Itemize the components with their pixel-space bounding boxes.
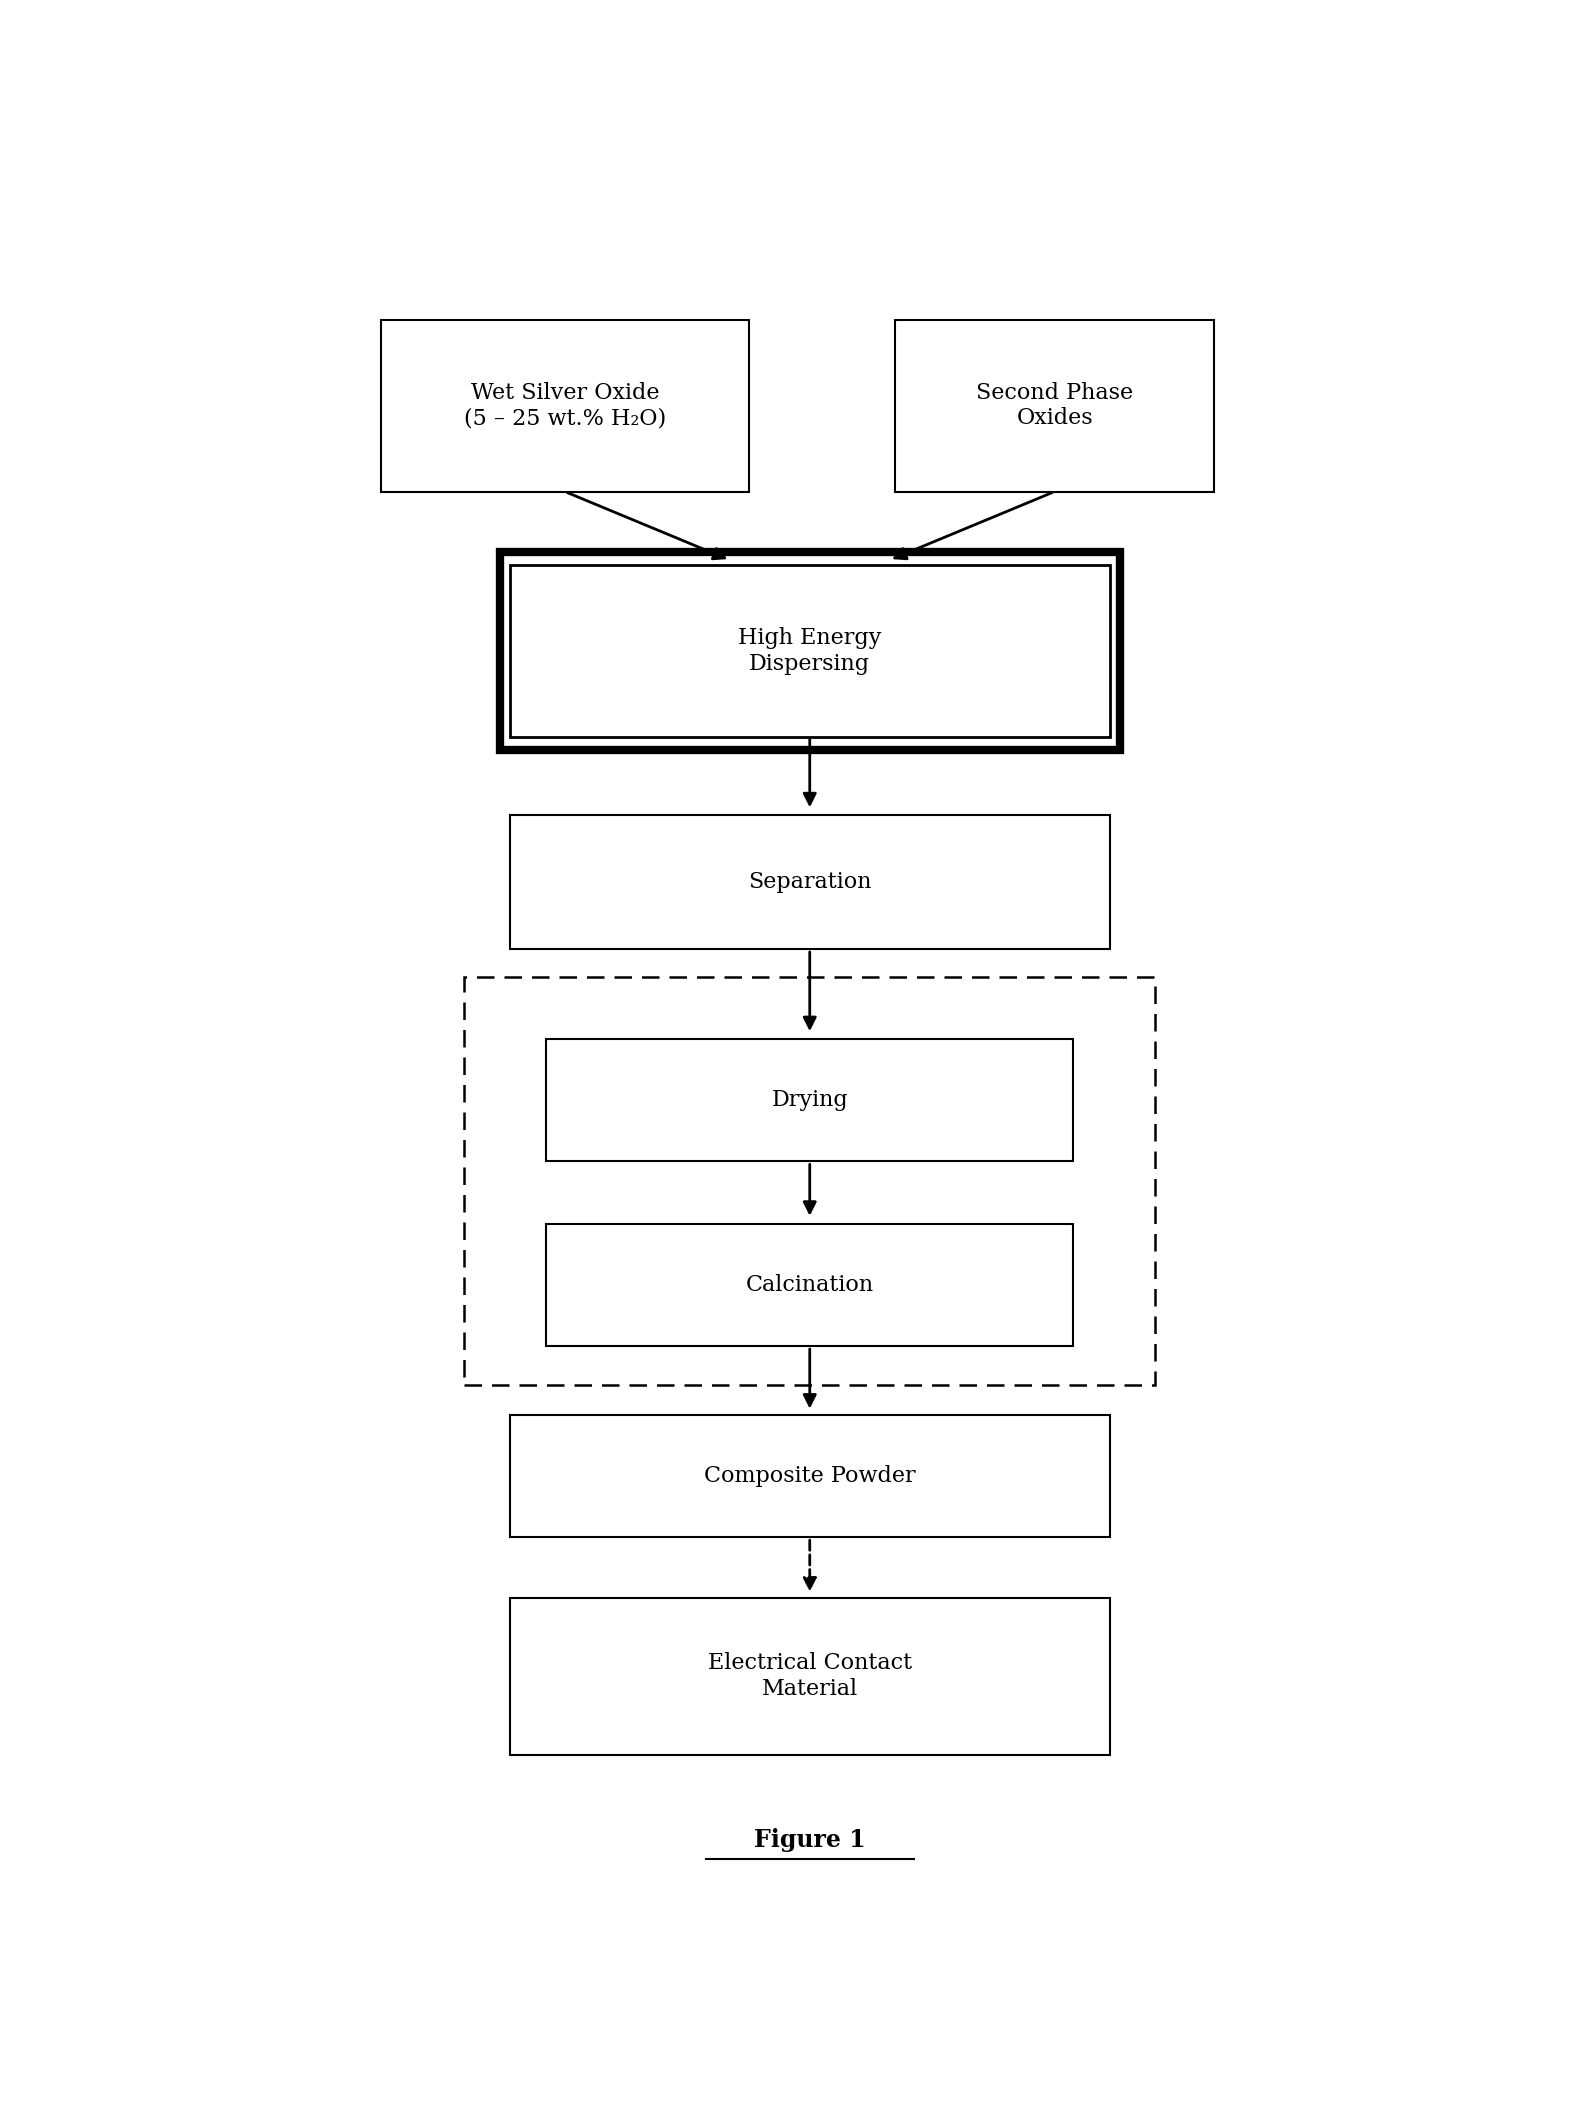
Text: Composite Powder: Composite Powder	[705, 1464, 915, 1488]
Text: Separation: Separation	[747, 870, 872, 893]
Text: Calcination: Calcination	[746, 1273, 874, 1297]
Text: Second Phase
Oxides: Second Phase Oxides	[976, 382, 1133, 429]
Text: Drying: Drying	[771, 1089, 848, 1112]
FancyBboxPatch shape	[510, 564, 1109, 736]
FancyBboxPatch shape	[381, 320, 749, 492]
FancyBboxPatch shape	[510, 1598, 1109, 1755]
FancyBboxPatch shape	[896, 320, 1213, 492]
Text: High Energy
Dispersing: High Energy Dispersing	[738, 628, 882, 675]
FancyBboxPatch shape	[499, 552, 1120, 749]
FancyBboxPatch shape	[510, 815, 1109, 949]
Text: Electrical Contact
Material: Electrical Contact Material	[708, 1653, 912, 1700]
FancyBboxPatch shape	[547, 1040, 1073, 1161]
FancyBboxPatch shape	[547, 1224, 1073, 1345]
FancyBboxPatch shape	[510, 1415, 1109, 1536]
Text: Figure 1: Figure 1	[754, 1827, 866, 1853]
Text: Wet Silver Oxide
(5 – 25 wt.% H₂O): Wet Silver Oxide (5 – 25 wt.% H₂O)	[463, 382, 667, 429]
